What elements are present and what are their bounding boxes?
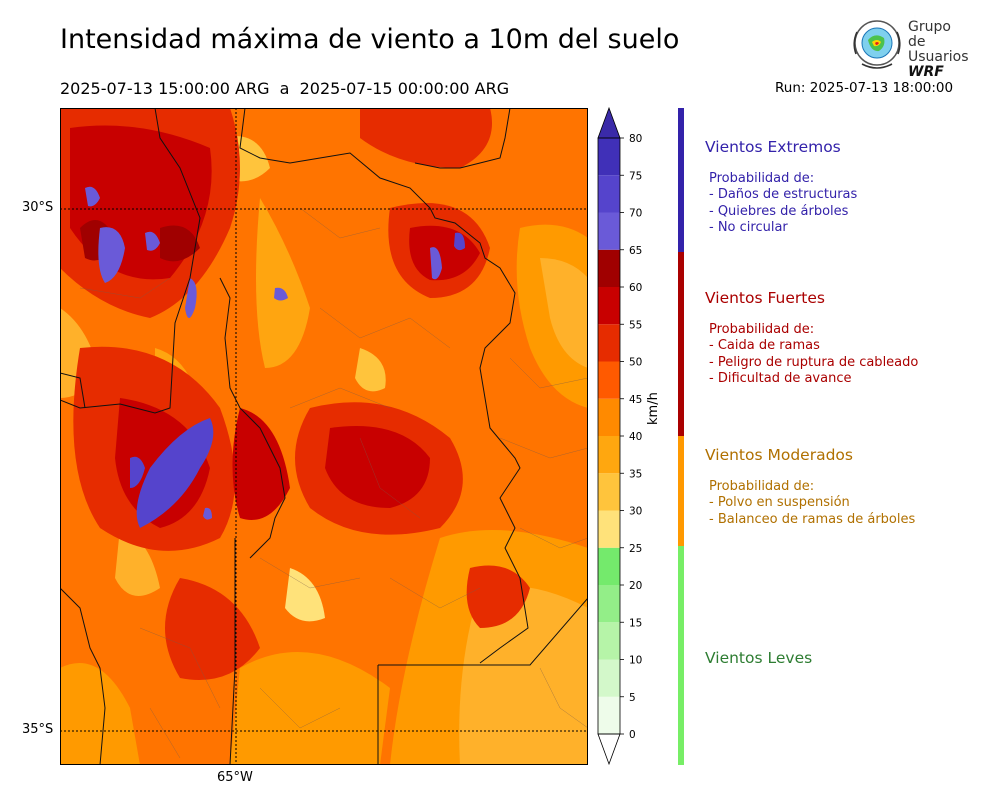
province-borders [60,108,588,765]
category-line: Probabilidad de: [709,171,815,186]
colorbar-tick-label: 70 [629,208,642,220]
map-frame [60,108,588,765]
graticule-lines [60,108,588,765]
bar-fuertes [678,252,684,436]
colorbar-segment [598,361,620,399]
colorbar-extend-max [597,106,621,139]
colorbar-segment [598,175,620,213]
category-title: Vientos Fuertes [705,289,825,307]
wind-intensity-map [60,108,588,765]
colorbar-tick-label: 10 [629,655,642,667]
category-line: - Peligro de ruptura de cableado [709,354,919,370]
colorbar-tick-label: 80 [629,133,642,145]
time-range: 2025-07-13 15:00:00 ARG a 2025-07-15 00:… [60,79,510,98]
colorbar-unit-label: km/h [646,392,661,425]
category-line: - Quiebres de árboles [709,203,849,219]
colorbar-tick-label: 35 [629,468,642,480]
moderate-wind-areas [60,136,588,765]
category-extremos: Vientos Extremos Probabilidad de: - Daño… [705,138,857,236]
lat-label-35s: 35°S [22,722,54,737]
colorbar-segment [598,287,620,325]
colorbar-segment [598,622,620,660]
lat-label-30s: 30°S [22,200,54,215]
map-title: Intensidad máxima de viento a 10m del su… [60,24,680,55]
colorbar-segment [598,212,620,250]
colorbar-segment [598,138,620,176]
colorbar-segments [598,138,620,734]
logo-line-2: Usuarios [908,49,969,65]
category-moderados: Vientos Moderados Probabilidad de: - Pol… [705,446,915,528]
category-line: - Caida de ramas [709,338,820,354]
category-line: - No circular [709,219,788,235]
colorbar-segment [598,324,620,362]
colorbar-tick-label: 60 [629,282,642,294]
category-fuertes: Vientos Fuertes Probabilidad de: - Caida… [705,289,918,387]
colorbar-segment [598,696,620,734]
colorbar-tick-label: 75 [629,170,642,182]
colorbar-segment [598,510,620,548]
colorbar-tick-label: 40 [629,431,642,443]
category-title: Vientos Leves [705,649,813,667]
run-time: Run: 2025-07-13 18:00:00 [775,80,954,96]
category-line: Probabilidad de: [709,322,815,337]
globe-logo-icon [853,20,901,69]
category-line: - Dificultad de avance [709,370,852,386]
colorbar-tick-label: 50 [629,357,642,369]
category-line: - Balanceo de ramas de árboles [709,511,916,527]
logo-line-1: Grupo de [908,19,951,50]
colorbar-tick-label: 25 [629,543,642,555]
colorbar-segment [598,473,620,511]
colorbar-ticks: 0 5 10 15 20 25 30 35 40 45 50 55 60 65 70 75 80 [620,133,642,741]
colorbar-tick-label: 65 [629,245,642,257]
strong-wind-areas [60,108,530,680]
bar-moderados [678,436,684,546]
category-line: - Polvo en suspensión [709,495,850,511]
colorbar-segment [598,436,620,474]
colorbar-tick-label: 30 [629,506,642,518]
colorbar-tick-label: 55 [629,319,642,331]
colorbar-tick-label: 45 [629,394,642,406]
bar-leves [678,546,684,765]
colorbar-segment [598,585,620,623]
department-boundaries [79,207,588,759]
colorbar-segment [598,659,620,697]
colorbar-tick-label: 5 [629,692,636,704]
colorbar-segment [598,398,620,436]
logo-line-3: WRF [908,64,944,80]
extreme-wind-areas [85,186,465,528]
category-title: Vientos Extremos [705,138,841,156]
colorbar-tick-label: 15 [629,617,642,629]
colorbar: 0 5 10 15 20 25 30 35 40 45 50 55 60 65 70 75 80 [597,106,642,766]
category-line: - Daños de estructuras [709,187,858,203]
colorbar-segment [598,249,620,287]
colorbar-extend-min [597,733,621,766]
category-title: Vientos Moderados [705,446,853,464]
bar-extremos [678,108,684,252]
colorbar-segment [598,547,620,585]
colorbar-tick-label: 0 [629,729,636,741]
colorbar-tick-label: 20 [629,580,642,592]
category-leves: Vientos Leves [705,649,812,667]
category-line: Probabilidad de: [709,479,815,494]
lon-label-65w: 65°W [217,770,253,785]
wrf-logo: Grupo de Usuarios WRF [848,16,969,80]
